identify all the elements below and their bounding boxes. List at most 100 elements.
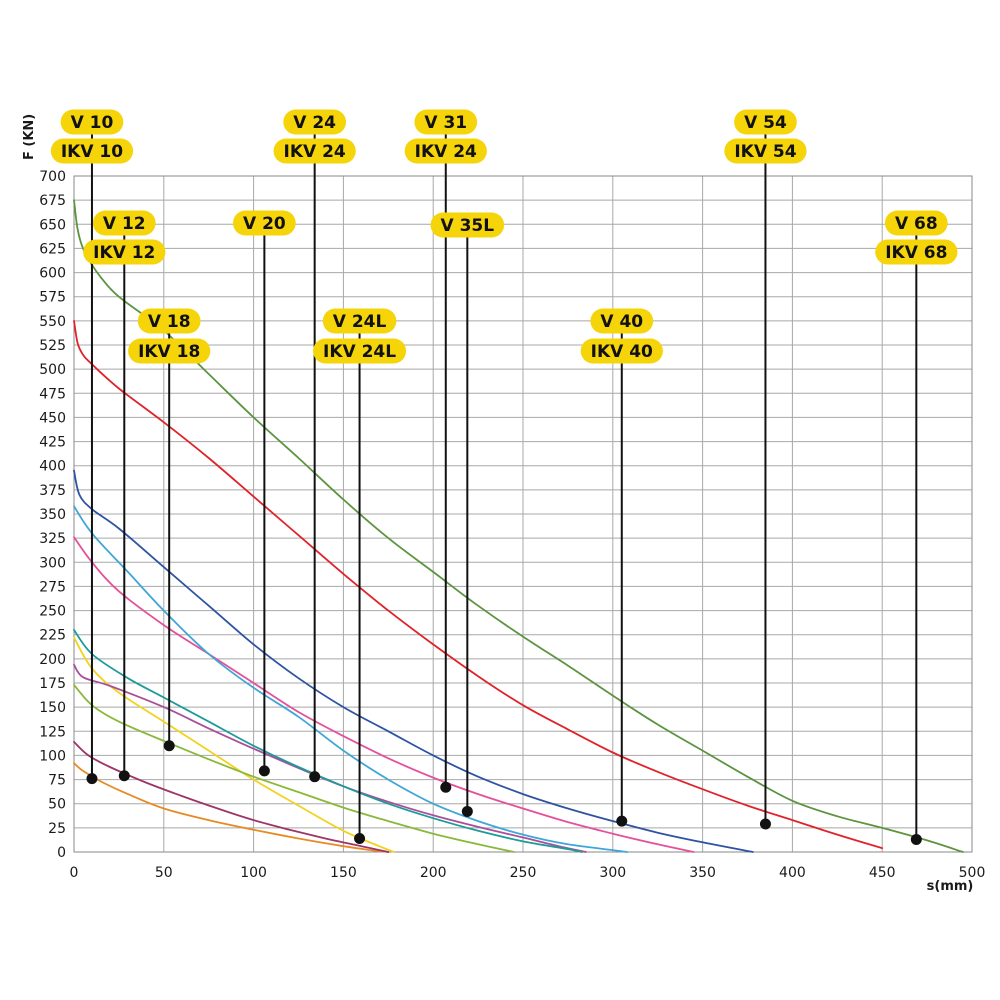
series-line-2 xyxy=(73,741,390,853)
y-axis-label: F (KN) xyxy=(22,114,37,160)
x-tick-label: 500 xyxy=(959,865,986,881)
y-tick-label: 600 xyxy=(39,266,66,282)
marker-dot xyxy=(910,833,922,845)
model-label: V 18 xyxy=(148,312,191,332)
model-label: IKV 40 xyxy=(591,342,653,362)
model-badge xyxy=(128,338,211,364)
y-tick-label: 700 xyxy=(39,169,66,185)
model-label: V 10 xyxy=(71,113,114,133)
marker-dot xyxy=(354,832,366,844)
model-badge xyxy=(273,138,356,164)
model-badge xyxy=(580,338,663,364)
x-tick-label: 100 xyxy=(240,865,267,881)
model-badge xyxy=(875,239,958,265)
model-label: IKV 18 xyxy=(138,342,200,362)
marker-dot xyxy=(118,770,130,782)
marker-dot xyxy=(258,765,270,777)
model-badge xyxy=(724,138,807,164)
marker-dot xyxy=(309,771,321,783)
model-badge xyxy=(137,308,201,334)
model-badge xyxy=(884,210,948,236)
model-badge xyxy=(92,210,156,236)
y-tick-label: 450 xyxy=(39,410,66,426)
y-tick-label: 125 xyxy=(39,724,66,740)
y-tick-label: 100 xyxy=(39,748,66,764)
y-tick-label: 525 xyxy=(39,338,66,354)
x-tick-label: 50 xyxy=(155,865,173,881)
model-badge xyxy=(404,138,487,164)
model-badge xyxy=(233,210,296,236)
model-badge xyxy=(83,239,166,265)
y-tick-label: 425 xyxy=(39,435,66,451)
y-tick-label: 500 xyxy=(39,362,66,378)
x-tick-label: 250 xyxy=(510,865,537,881)
model-badge xyxy=(430,212,505,238)
marker-dot xyxy=(440,781,452,793)
y-tick-label: 275 xyxy=(39,579,66,595)
series-line-4 xyxy=(73,684,515,853)
model-label: V 35L xyxy=(441,216,495,236)
y-tick-label: 650 xyxy=(39,217,66,233)
series-line-7 xyxy=(73,536,695,853)
model-label: V 40 xyxy=(600,312,643,332)
y-tick-label: 0 xyxy=(57,845,66,861)
y-tick-label: 375 xyxy=(39,483,66,499)
series-line-8 xyxy=(73,505,629,853)
y-tick-label: 325 xyxy=(39,531,66,547)
model-label: IKV 24L xyxy=(323,342,396,362)
model-label: V 24L xyxy=(333,312,387,332)
y-tick-label: 675 xyxy=(39,193,66,209)
y-tick-label: 575 xyxy=(39,290,66,306)
x-tick-label: 350 xyxy=(689,865,716,881)
y-tick-label: 475 xyxy=(39,386,66,402)
model-badge xyxy=(283,109,347,135)
series-line-10 xyxy=(73,320,884,849)
y-tick-label: 225 xyxy=(39,628,66,644)
y-tick-label: 200 xyxy=(39,652,66,668)
y-tick-label: 25 xyxy=(48,821,66,837)
model-label: V 68 xyxy=(895,214,938,234)
y-tick-label: 550 xyxy=(39,314,66,330)
y-tick-label: 350 xyxy=(39,507,66,523)
marker-dot xyxy=(86,773,98,785)
grid xyxy=(73,175,973,853)
model-label: V 24 xyxy=(293,113,336,133)
model-badge xyxy=(590,308,654,334)
y-tick-label: 50 xyxy=(48,797,66,813)
y-tick-label: 150 xyxy=(39,700,66,716)
marker-dot xyxy=(461,805,473,817)
y-tick-label: 400 xyxy=(39,459,66,475)
y-tick-label: 175 xyxy=(39,676,66,692)
x-tick-label: 150 xyxy=(330,865,357,881)
model-badge xyxy=(414,109,478,135)
x-tick-label: 0 xyxy=(70,865,79,881)
marker-dot xyxy=(616,815,628,827)
model-label: IKV 24 xyxy=(415,142,477,162)
y-tick-label: 300 xyxy=(39,555,66,571)
marker-dot xyxy=(759,818,771,830)
x-tick-label: 450 xyxy=(869,865,896,881)
x-tick-label: 300 xyxy=(599,865,626,881)
model-labels: V 10 IKV 10 V 12 IKV 12 V 18 IKV 18 V 20 V 24 IK… xyxy=(50,109,958,364)
model-badge xyxy=(313,338,407,364)
tick-labels: 0 25 50 75 100 125 150 175 200 225 250 275 300 325 350… xyxy=(39,169,985,881)
marker-dot xyxy=(163,740,175,752)
model-badge xyxy=(322,308,397,334)
y-tick-label: 250 xyxy=(39,604,66,620)
model-badge xyxy=(734,109,797,135)
model-label: V 31 xyxy=(424,113,467,133)
model-label: IKV 68 xyxy=(885,243,947,263)
model-label: V 12 xyxy=(103,214,146,234)
x-tick-label: 200 xyxy=(420,865,447,881)
series-line-11 xyxy=(73,199,964,853)
x-tick-label: 400 xyxy=(779,865,806,881)
curves xyxy=(73,199,964,853)
model-label: IKV 24 xyxy=(284,142,346,162)
leader-lines xyxy=(86,122,922,845)
model-label: V 20 xyxy=(243,214,286,234)
model-label: IKV 12 xyxy=(93,243,155,263)
y-tick-label: 75 xyxy=(48,773,66,789)
x-axis-label: s(mm) xyxy=(927,879,974,894)
